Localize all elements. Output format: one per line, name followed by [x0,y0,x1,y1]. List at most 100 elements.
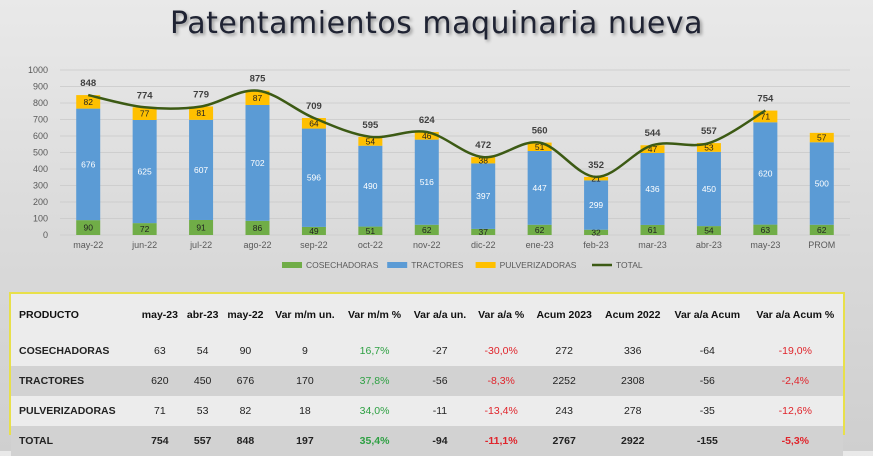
cell: 557 [182,426,223,456]
cell-pct: -2,4% [747,366,843,396]
data-label-total: 779 [193,89,209,100]
cell: -56 [407,366,473,396]
x-tick-label: may-23 [750,240,780,250]
x-tick-label: jun-22 [131,240,157,250]
x-tick-label: feb-23 [583,240,609,250]
cell-pct: 34,0% [359,405,390,417]
data-label-tractores: 620 [758,168,772,178]
y-tick-label: 800 [33,98,48,108]
cell: 754 [137,426,183,456]
data-label-pulverizadoras: 57 [817,133,827,143]
cell-pct: -12,6% [778,405,812,417]
data-label-tractores: 436 [645,184,659,194]
cell-product: PULVERIZADORAS [19,405,116,417]
summary-table-container: PRODUCTO may-23 abr-23 may-22 Var m/m un… [9,292,845,456]
cell-pct: -30,0% [484,345,518,357]
cell: -94 [407,426,473,456]
data-label-tractores: 397 [476,191,490,201]
cell-pct: -19,0% [778,345,812,357]
legend-swatch-pulverizadoras [475,262,496,268]
data-label-cosechadoras: 51 [366,226,376,236]
cell-pct: -11,1% [472,426,530,456]
cell-pct: -5,3% [747,426,843,456]
data-label-cosechadoras: 61 [648,225,658,235]
cell: -64 [699,345,715,357]
data-label-tractores: 607 [194,165,208,175]
cell: 336 [623,345,642,357]
legend-label-total: TOTAL [616,260,643,270]
bar-pulverizadoras [189,106,214,120]
data-label-tractores: 490 [363,181,377,191]
cell: -56 [667,366,748,396]
data-label-cosechadoras: 62 [422,225,432,235]
data-label-total: 875 [250,74,267,85]
table-row-total: TOTAL 754 557 848 197 35,4% -94 -11,1% 2… [11,426,843,456]
data-label-pulverizadoras: 71 [761,111,771,121]
cell: -27 [432,345,448,357]
bar-tractores [132,119,157,224]
cell: 2252 [529,366,599,396]
bar-cosechadoras [245,220,270,235]
x-tick-label: sep-22 [300,240,328,250]
cell: 2308 [598,366,667,396]
cell: 82 [239,405,252,417]
legend-swatch-cosechadoras [282,262,302,268]
y-tick-label: 600 [33,131,48,141]
data-label-total: 352 [588,160,604,171]
bar-pulverizadoras [358,136,383,146]
header-may-23: may-23 [141,309,178,321]
data-label-tractores: 625 [138,167,152,177]
cell-product: TRACTORES [11,366,138,396]
y-tick-label: 100 [33,214,48,224]
cell: 54 [196,345,209,357]
cell-pct: -8,3% [472,366,530,396]
cell: 197 [268,426,342,456]
cell: 243 [555,405,573,417]
summary-table: PRODUCTO may-23 abr-23 may-22 Var m/m un… [11,294,843,456]
bar-cosechadoras [76,220,101,235]
header-acum-2023: Acum 2023 [536,309,592,321]
data-label-pulverizadoras: 77 [140,109,150,119]
data-label-tractores: 702 [250,158,264,168]
data-label-pulverizadoras: 38 [478,155,488,165]
x-tick-label: PROM [808,240,835,250]
y-tick-label: 900 [33,82,48,92]
x-tick-label: mar-23 [638,240,667,250]
legend-label-cosechadoras: COSECHADORAS [306,260,379,270]
data-label-tractores: 500 [815,179,829,189]
data-label-cosechadoras: 62 [535,225,545,235]
bar-pulverizadoras [132,107,157,120]
bar-pulverizadoras [696,143,721,152]
bar-pulverizadoras [301,118,326,129]
data-label-tractores: 676 [81,159,95,169]
cell: 170 [268,366,342,396]
bar-cosechadoras [301,226,326,235]
x-tick-label: oct-22 [358,240,383,250]
bar-cosechadoras [753,224,778,235]
bar-tractores [809,142,834,225]
bar-tractores [189,119,214,220]
cell: -11 [432,405,448,417]
data-label-pulverizadoras: 87 [253,93,263,103]
bar-pulverizadoras [245,90,270,105]
bar-cosechadoras [809,224,834,235]
legend-swatch-tractores [387,262,408,268]
x-tick-label: may-22 [73,240,103,250]
data-label-tractores: 450 [702,184,716,194]
data-label-total: 709 [306,101,322,112]
header-producto: PRODUCTO [19,309,79,321]
bar-tractores [753,122,778,225]
data-label-cosechadoras: 72 [140,224,150,234]
bar-tractores [301,128,326,227]
y-tick-label: 500 [33,148,48,158]
y-tick-label: 700 [33,115,48,125]
bar-cosechadoras [527,224,552,235]
data-label-tractores: 447 [533,183,547,193]
data-label-total: 544 [645,128,662,139]
bar-cosechadoras [189,219,214,235]
header-acum-2022: Acum 2022 [605,309,661,321]
bar-cosechadoras [696,226,721,235]
cell-pct: 35,4% [341,426,408,456]
line-total [87,89,766,179]
data-label-total: 848 [80,78,96,89]
